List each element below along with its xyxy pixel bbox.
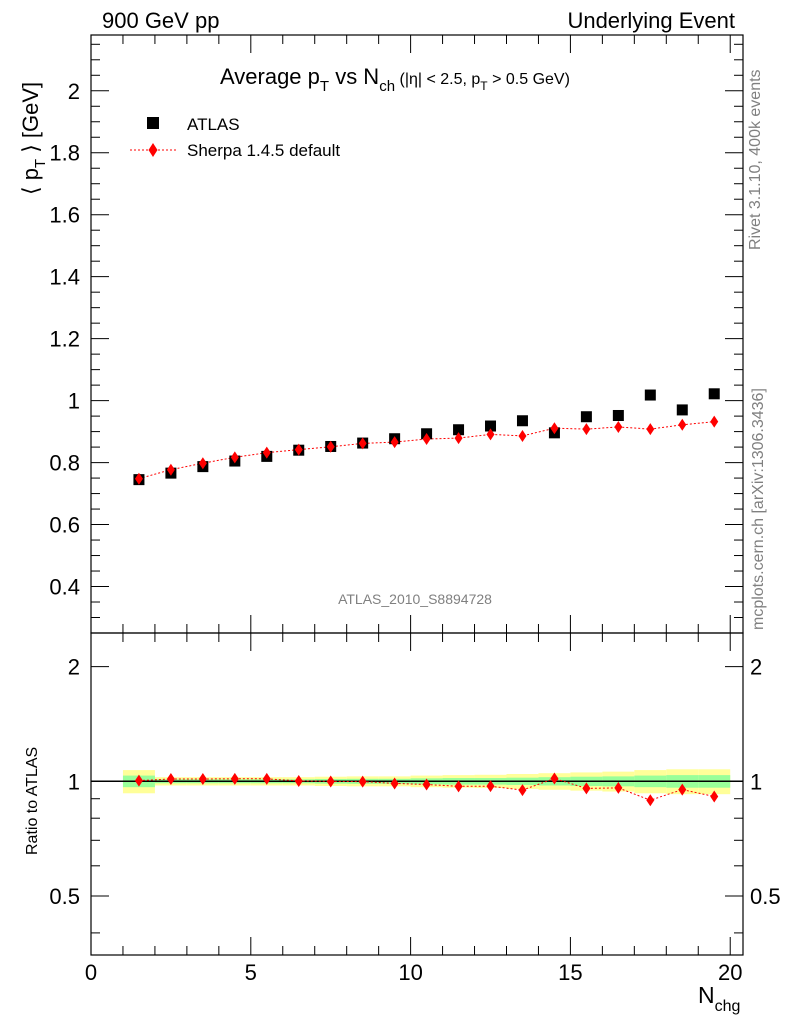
- ratio-y-tick-label-left: 0.5: [49, 884, 80, 909]
- x-tick-label: 20: [718, 960, 742, 985]
- y-tick-label: 0.4: [49, 575, 80, 600]
- sherpa-ratio-point: [134, 774, 143, 787]
- sherpa-point: [550, 422, 559, 435]
- ratio-uncertainty-bands: [91, 769, 743, 795]
- ratio-frame: [90, 632, 744, 956]
- ratio-y-tick-label-left: 2: [68, 655, 80, 680]
- legend-atlas-marker: [147, 117, 159, 129]
- x-tick-label: 10: [398, 960, 422, 985]
- data-points: [133, 388, 720, 807]
- sherpa-point: [390, 436, 399, 449]
- x-tick-label: 0: [85, 960, 97, 985]
- sherpa-ratio-point: [582, 782, 591, 795]
- ratio-y-tick-label-left: 1: [68, 769, 80, 794]
- y-tick-label: 1.4: [49, 265, 80, 290]
- y-tick-label: 1.6: [49, 203, 80, 228]
- header-right: Underlying Event: [567, 8, 735, 33]
- atlas-point: [516, 415, 528, 427]
- atlas-point: [485, 420, 497, 432]
- analysis-label: ATLAS_2010_S8894728: [338, 591, 492, 607]
- sherpa-ratio-point: [166, 772, 175, 785]
- sherpa-point: [262, 446, 271, 459]
- sherpa-point: [134, 472, 143, 485]
- sherpa-point: [518, 429, 527, 442]
- sherpa-ratio-point: [358, 775, 367, 788]
- sherpa-ratio-point: [710, 790, 719, 803]
- svg-text:Average pT vs Nch (|η| < 2.5,: Average pT vs Nch (|η| < 2.5, pT > 0.5 G…: [220, 64, 570, 95]
- sherpa-point: [710, 415, 719, 428]
- sherpa-ratio-point: [326, 775, 335, 788]
- axes-frames: [90, 34, 744, 956]
- x-axis-label: Nchg: [698, 982, 740, 1015]
- sherpa-point: [358, 437, 367, 450]
- y-tick-label: 1: [68, 389, 80, 414]
- sherpa-ratio-point: [678, 783, 687, 796]
- sherpa-ratio-point: [390, 777, 399, 790]
- svg-text:⟨ pT ⟩ [GeV]: ⟨ pT ⟩ [GeV]: [18, 82, 49, 195]
- ratio-y-axis-label: Ratio to ATLAS: [24, 747, 41, 855]
- ratio-y-tick-label-right: 2: [750, 655, 762, 680]
- sherpa-ratio-point: [198, 772, 207, 785]
- header-left: 900 GeV pp: [102, 8, 219, 33]
- atlas-point: [612, 409, 624, 421]
- sherpa-point: [486, 428, 495, 441]
- legend-sherpa-marker: [148, 143, 158, 157]
- sherpa-point: [454, 432, 463, 445]
- sherpa-ratio-point: [486, 780, 495, 793]
- ratio-y-tick-label-right: 1: [750, 769, 762, 794]
- sherpa-point: [646, 423, 655, 436]
- svg-text:Nchg: Nchg: [698, 982, 740, 1015]
- legend-atlas-label: ATLAS: [187, 115, 240, 134]
- atlas-point: [676, 404, 688, 416]
- sherpa-point: [198, 457, 207, 470]
- legend: ATLAS Sherpa 1.4.5 default: [130, 115, 340, 160]
- rivet-label: Rivet 3.1.10, 400k events: [747, 69, 764, 250]
- sherpa-ratio-point: [230, 772, 239, 785]
- sherpa-point: [166, 463, 175, 476]
- x-tick-label: 15: [558, 960, 582, 985]
- x-tick-label: 5: [245, 960, 257, 985]
- sherpa-point: [422, 433, 431, 446]
- sherpa-ratio-point: [422, 778, 431, 791]
- sherpa-ratio-point: [646, 794, 655, 807]
- y-tick-label: 0.6: [49, 513, 80, 538]
- chart-title: Average pT vs Nch (|η| < 2.5, pT > 0.5 G…: [220, 64, 570, 95]
- sherpa-ratio-point: [614, 781, 623, 794]
- ratio-y-tick-label-right: 0.5: [750, 884, 781, 909]
- atlas-point: [580, 411, 592, 423]
- atlas-point: [453, 424, 465, 436]
- sherpa-point: [230, 451, 239, 464]
- atlas-point: [644, 389, 656, 401]
- sherpa-ratio-point: [262, 772, 271, 785]
- sherpa-point: [294, 443, 303, 456]
- sherpa-ratio-point: [294, 774, 303, 787]
- mcplots-label: mcplots.cern.ch [arXiv:1306.3436]: [750, 388, 767, 630]
- sherpa-ratio-point: [454, 780, 463, 793]
- sherpa-point: [678, 418, 687, 431]
- sherpa-point: [582, 423, 591, 436]
- y-axis-label: ⟨ pT ⟩ [GeV]: [18, 82, 49, 195]
- y-tick-label: 2: [68, 79, 80, 104]
- legend-sherpa-label: Sherpa 1.4.5 default: [187, 141, 340, 160]
- y-tick-label: 1.8: [49, 141, 80, 166]
- atlas-point: [708, 388, 720, 400]
- y-tick-label: 1.2: [49, 327, 80, 352]
- sherpa-point: [326, 440, 335, 453]
- axis-ticks: 0 5 10 15 20 0.4 0.6 0.8 1 1.2 1.4 1.6 1.8 2 0.5 0.5 1 1 2…: [49, 35, 781, 985]
- y-tick-label: 0.8: [49, 451, 80, 476]
- sherpa-ratio-point: [518, 784, 527, 797]
- sherpa-ratio-point: [550, 772, 559, 785]
- sherpa-point: [614, 420, 623, 433]
